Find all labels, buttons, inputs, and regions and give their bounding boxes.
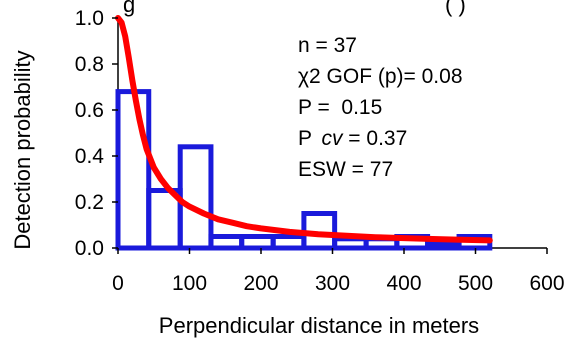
stat-p-cv-prefix: P <box>298 127 317 150</box>
x-tick-label: 100 <box>172 272 207 295</box>
stat-n: n = 37 <box>298 34 357 57</box>
y-axis-title: Detection probability <box>10 50 35 249</box>
y-tick-label: 0.8 <box>75 53 104 76</box>
y-tick-label: 0.6 <box>75 99 104 122</box>
y-tick-label: 0.2 <box>75 191 104 214</box>
plot-area: 0.0 0.2 0.4 0.6 0.8 1.0 0 100 200 300 400 500 600 <box>75 7 565 295</box>
stat-gof: χ2 GOF (p)= 0.08 <box>298 65 463 88</box>
stat-esw: ESW = 77 <box>298 158 393 181</box>
chart-title-main: g <box>123 0 135 17</box>
histogram-bar <box>425 240 462 251</box>
x-axis-ticks: 0 100 200 300 400 500 600 <box>112 248 565 295</box>
histogram-bar <box>239 234 276 251</box>
histogram-bar <box>208 234 245 251</box>
histogram-bar <box>270 234 307 251</box>
chart-title-tail: ( ) <box>445 0 466 17</box>
histogram-bar <box>332 236 369 251</box>
stat-p-cv: P cv = 0.37 <box>298 127 407 150</box>
x-tick-label: 200 <box>243 272 278 295</box>
y-tick-label: 1.0 <box>75 7 104 30</box>
chart-title: g ( ) <box>123 0 466 17</box>
x-axis-title: Perpendicular distance in meters <box>159 313 479 338</box>
stats-annotations: n = 37 χ2 GOF (p)= 0.08 P = 0.15 P cv = … <box>298 34 463 181</box>
x-tick-label: 600 <box>529 272 564 295</box>
stat-p-cv-italic: cv <box>321 127 344 150</box>
y-tick-label: 0.4 <box>75 145 105 168</box>
x-tick-label: 0 <box>112 272 124 295</box>
y-axis-ticks: 0.0 0.2 0.4 0.6 0.8 1.0 <box>75 7 118 260</box>
x-tick-label: 500 <box>458 272 493 295</box>
x-tick-label: 300 <box>315 272 350 295</box>
stat-p-cv-suffix: = 0.37 <box>342 127 407 150</box>
histogram-bar <box>115 89 152 251</box>
histogram-bar <box>177 144 214 251</box>
stat-p: P = 0.15 <box>298 96 382 119</box>
detection-function-curve <box>115 15 493 244</box>
x-tick-label: 400 <box>386 272 421 295</box>
y-tick-label: 0.0 <box>75 237 104 260</box>
